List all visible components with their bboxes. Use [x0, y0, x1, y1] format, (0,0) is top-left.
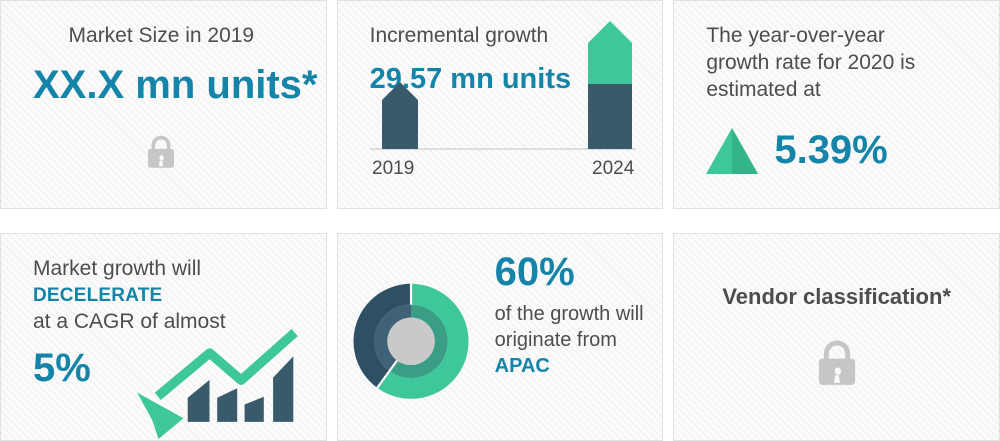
svg-text:2019: 2019 [372, 158, 414, 179]
svg-text:2024: 2024 [592, 158, 635, 179]
